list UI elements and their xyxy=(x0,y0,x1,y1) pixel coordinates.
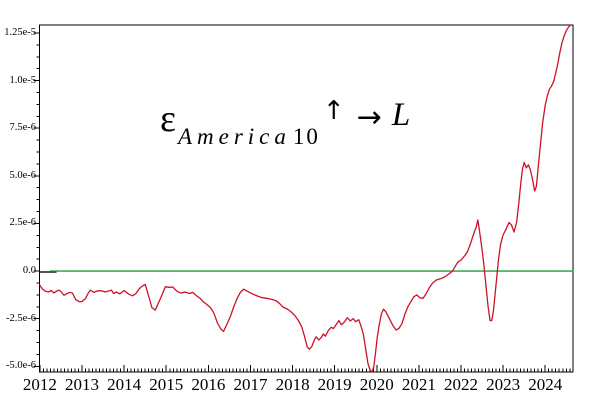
right-arrow-icon: → xyxy=(356,100,382,135)
x-tick-label: 2013 xyxy=(65,375,100,394)
x-tick-label: 2020 xyxy=(359,375,394,394)
x-tick-label: 2019 xyxy=(317,375,352,394)
y-tick-label: 7.5e-6 xyxy=(9,122,36,134)
annotation-epsilon: ε xyxy=(160,98,176,140)
up-arrow-icon: ↑ xyxy=(322,96,345,126)
annotation-subscript: America10 xyxy=(178,125,320,148)
x-tick-label: 2014 xyxy=(107,375,142,394)
y-tick-label: -2.5e-6 xyxy=(5,312,36,324)
annotation-subscript-word: America xyxy=(177,124,291,149)
x-tick-label: 2018 xyxy=(275,375,310,394)
x-tick-label: 2015 xyxy=(149,375,184,394)
y-tick-label: 1.25e-5 xyxy=(4,26,36,38)
x-tick-label: 2023 xyxy=(486,375,521,394)
x-tick-label: 2022 xyxy=(443,375,478,394)
x-tick-label: 2024 xyxy=(528,375,563,394)
x-tick-label: 2017 xyxy=(233,375,268,394)
y-tick-label: 0.0 xyxy=(22,265,36,277)
y-tick-label: 5.0e-6 xyxy=(9,169,36,181)
x-tick-label: 2012 xyxy=(22,375,57,394)
y-tick-label: 1.0e-5 xyxy=(9,74,36,86)
annotation-subscript-number: 10 xyxy=(292,124,320,149)
x-tick-label: 2021 xyxy=(401,375,436,394)
annotation-formula: εAmerica10↑ → L xyxy=(160,96,411,148)
y-tick-label: 2.5e-6 xyxy=(9,217,36,229)
x-tick-label: 2016 xyxy=(191,375,226,394)
annotation-target-letter: L xyxy=(391,97,411,133)
y-tick-label: -5.0e-6 xyxy=(5,360,36,372)
